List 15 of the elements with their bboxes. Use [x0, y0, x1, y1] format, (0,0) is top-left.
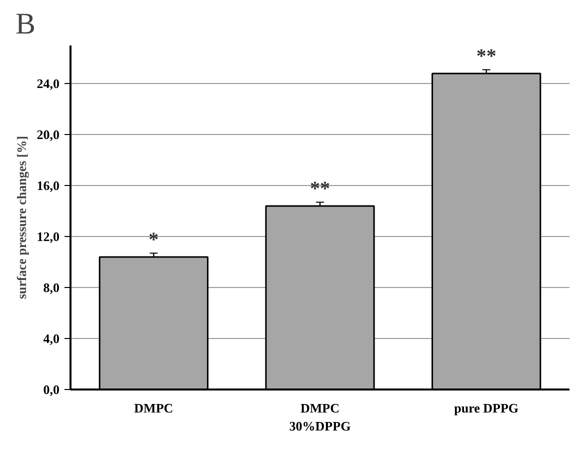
x-tick-label: DMPC	[134, 400, 174, 416]
y-tick-label: 0,0	[43, 382, 60, 397]
text: B	[16, 8, 36, 40]
y-tick-label: 4,0	[43, 331, 60, 346]
annotation: **	[476, 46, 496, 68]
y-tick-label: 24,0	[36, 76, 60, 92]
x-tick-label: DMPC 30%DPPG	[289, 400, 351, 434]
y-tick-label: 8,0	[43, 280, 60, 296]
y-tick-label: 16,0	[36, 178, 60, 194]
x-tick-label: pure DPPG	[454, 400, 519, 416]
annotation: *	[148, 229, 159, 252]
y-tick-label: 20,0	[36, 127, 60, 142]
y-tick-label: 12,0	[36, 229, 60, 244]
y-axis-title: surface pressure changes [%]	[14, 136, 29, 300]
annotation: **	[310, 178, 330, 200]
